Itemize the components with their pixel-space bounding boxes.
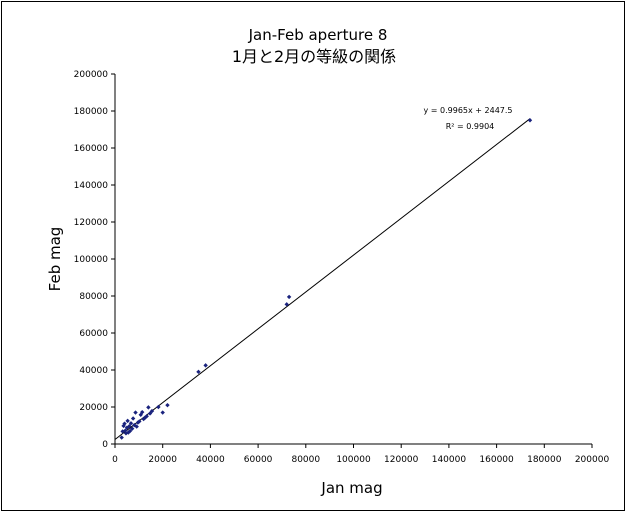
x-tick-label: 20000	[148, 455, 177, 465]
trendline-r2: R² = 0.9904	[446, 122, 495, 131]
y-tick-label: 60000	[79, 329, 108, 339]
x-tick-label: 120000	[384, 455, 419, 465]
data-point	[134, 424, 139, 429]
data-point	[284, 302, 289, 307]
y-tick-label: 20000	[79, 403, 108, 413]
x-axis-label: Jan mag	[320, 479, 382, 497]
x-tick-label: 60000	[244, 455, 273, 465]
data-point	[156, 404, 161, 410]
trendline	[114, 118, 531, 440]
data-point	[146, 405, 151, 410]
data-point	[119, 435, 124, 440]
data-point	[144, 414, 149, 419]
y-tick-label: 200000	[74, 70, 109, 80]
x-tick-label: 180000	[527, 455, 562, 465]
data-point	[139, 409, 145, 415]
x-ticks: 0 20000 40000 60000 80000 100000 120000 140000 1…	[112, 444, 609, 465]
chart-title: Jan-Feb aperture 8	[248, 26, 388, 44]
data-point	[137, 419, 142, 424]
trendline-equation: y = 0.9965x + 2447.5	[423, 106, 512, 115]
data-point	[130, 416, 136, 421]
data-point	[135, 420, 141, 425]
data-point	[128, 421, 134, 426]
y-axis-label: Feb mag	[46, 227, 64, 292]
data-point	[203, 363, 208, 368]
data-point	[127, 424, 132, 429]
y-tick-label: 140000	[74, 181, 109, 191]
data-point	[127, 428, 133, 434]
data-point	[125, 418, 130, 424]
x-tick-label: 160000	[479, 455, 514, 465]
data-point	[165, 402, 170, 408]
data-point	[133, 410, 138, 415]
y-tick-label: 0	[102, 440, 108, 450]
data-point	[286, 294, 292, 300]
x-tick-label: 80000	[291, 455, 320, 465]
x-tick-label: 200000	[575, 455, 610, 465]
y-tick-label: 160000	[74, 144, 109, 154]
data-points	[119, 118, 533, 440]
x-tick-label: 40000	[196, 455, 225, 465]
data-point	[196, 369, 201, 375]
y-ticks: 0 20000 40000 60000 80000 100000 120000 140000 1…	[74, 70, 115, 450]
x-tick-label: 100000	[336, 455, 371, 465]
y-tick-label: 80000	[79, 292, 108, 302]
y-tick-label: 120000	[74, 218, 109, 228]
data-point	[527, 118, 533, 123]
chart-subtitle: 1月と2月の等級の関係	[232, 47, 396, 66]
y-tick-label: 180000	[74, 107, 109, 117]
data-point	[149, 408, 155, 414]
y-tick-label: 40000	[79, 366, 108, 376]
data-point	[129, 426, 135, 431]
data-point	[122, 421, 127, 426]
x-tick-label: 0	[112, 455, 118, 465]
data-point	[160, 410, 165, 415]
y-tick-label: 100000	[74, 255, 109, 265]
x-tick-label: 140000	[432, 455, 467, 465]
